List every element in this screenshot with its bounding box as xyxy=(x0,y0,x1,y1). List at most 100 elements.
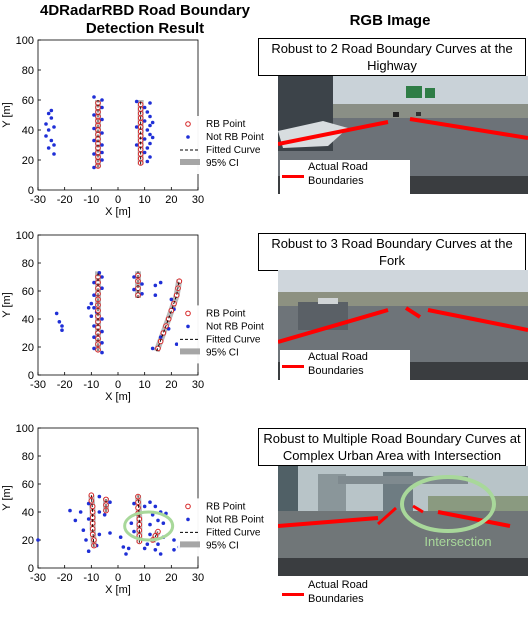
x-tick-label: -30 xyxy=(30,379,46,391)
rb-point xyxy=(160,330,167,336)
not-rb-point xyxy=(142,137,147,141)
not-rb-point xyxy=(142,546,147,551)
x-tick-label: -20 xyxy=(57,572,73,584)
not-rb-point xyxy=(148,532,152,537)
x-tick-label: -30 xyxy=(30,572,46,584)
not-rb-point xyxy=(78,510,83,514)
legend-ci-label: 95% CI xyxy=(206,540,239,551)
caption-intersection: Robust to Multiple Road Boundary Curves … xyxy=(258,428,526,466)
fitted-curve xyxy=(90,495,95,548)
plot-area xyxy=(37,234,199,376)
not-rb-point xyxy=(100,317,104,321)
not-rb-point xyxy=(84,538,88,542)
not-rb-point xyxy=(36,538,40,542)
not-rb-point xyxy=(54,311,59,316)
photo-legend-fork: Actual Road Boundaries xyxy=(280,350,410,386)
not-rb-point xyxy=(46,146,51,150)
not-rb-point xyxy=(150,513,155,517)
not-rb-point xyxy=(92,165,96,170)
y-tick-label: 0 xyxy=(28,185,34,197)
not-rb-point xyxy=(129,521,134,525)
not-rb-point xyxy=(145,128,150,132)
y-tick-label: 60 xyxy=(22,286,34,298)
not-rb-point xyxy=(100,105,104,110)
not-rb-point xyxy=(60,328,64,332)
not-rb-point xyxy=(60,324,64,328)
x-axis-label: X [m] xyxy=(105,584,131,596)
not-rb-point xyxy=(126,546,131,551)
not-rb-point xyxy=(140,282,144,286)
not-rb-point xyxy=(57,320,62,324)
rb-point xyxy=(176,278,183,285)
not-rb-point xyxy=(92,306,96,310)
legend-not-rb-marker xyxy=(186,324,190,329)
not-rb-point xyxy=(145,542,150,546)
not-rb-point xyxy=(169,297,174,302)
not-rb-point xyxy=(142,504,147,509)
x-tick-label: -20 xyxy=(57,194,73,206)
not-rb-point xyxy=(49,138,54,143)
left-column-title: 4DRadarRBD Road Boundary Detection Resul… xyxy=(39,2,251,37)
x-axis-label: X [m] xyxy=(105,206,131,218)
legend-ci-label: 95% CI xyxy=(206,347,239,358)
y-tick-label: 40 xyxy=(22,507,34,519)
boundary-swatch xyxy=(282,593,304,596)
not-rb-point xyxy=(121,545,126,549)
not-rb-point xyxy=(92,138,96,143)
x-tick-label: 0 xyxy=(115,194,121,206)
not-rb-point xyxy=(148,141,152,146)
not-rb-point xyxy=(100,275,104,279)
not-rb-point xyxy=(142,105,147,110)
x-tick-label: 10 xyxy=(139,194,151,206)
rb-point xyxy=(168,307,175,314)
legend-not-rb-marker xyxy=(186,135,190,139)
not-rb-point xyxy=(49,108,54,113)
legend-rb-label: RB Point xyxy=(206,501,246,512)
not-rb-point xyxy=(132,501,136,506)
y-tick-label: 80 xyxy=(22,451,34,463)
x-tick-label: 10 xyxy=(139,572,151,584)
not-rb-point xyxy=(92,95,96,99)
x-tick-label: 30 xyxy=(192,194,204,206)
rb-point xyxy=(165,316,172,322)
not-rb-point xyxy=(86,517,91,521)
plot-area xyxy=(37,39,199,191)
rb-point xyxy=(88,492,95,498)
chart-legend: RB Point Not RB Point Fitted Curve 95% CI xyxy=(178,305,264,364)
legend-curve-label: Fitted Curve xyxy=(206,527,261,538)
not-rb-point xyxy=(172,548,176,552)
y-tick-label: 100 xyxy=(16,35,34,47)
y-tick-label: 0 xyxy=(28,563,34,575)
rb-point xyxy=(135,505,141,511)
not-rb-point xyxy=(153,293,158,297)
y-tick-label: 100 xyxy=(16,230,34,242)
not-rb-point xyxy=(73,518,78,523)
legend-ci-label: 95% CI xyxy=(206,158,239,169)
not-rb-point xyxy=(44,134,48,138)
not-rb-point xyxy=(124,552,128,556)
x-tick-label: 0 xyxy=(115,572,121,584)
photo-legend-highway: Actual Road Boundaries xyxy=(280,160,410,196)
not-rb-point xyxy=(100,150,104,155)
not-rb-point xyxy=(52,143,56,147)
not-rb-point xyxy=(148,522,152,527)
not-rb-point xyxy=(134,125,139,129)
intersection-label: Intersection xyxy=(424,534,491,549)
legend-ci-marker xyxy=(180,159,200,165)
not-rb-point xyxy=(145,159,150,164)
not-rb-point xyxy=(68,508,72,513)
not-rb-point xyxy=(148,101,152,105)
caption-highway: Robust to 2 Road Boundary Curves at the … xyxy=(258,38,526,76)
not-rb-point xyxy=(153,283,158,288)
boundary-swatch xyxy=(282,365,304,368)
plot-area xyxy=(37,427,199,569)
y-tick-label: 60 xyxy=(22,95,34,107)
not-rb-point xyxy=(158,335,163,339)
not-rb-point xyxy=(174,342,179,346)
not-rb-point xyxy=(100,350,104,355)
not-rb-point xyxy=(100,98,104,102)
legend-not-rb-marker xyxy=(186,517,190,522)
x-tick-label: 20 xyxy=(165,379,177,391)
not-rb-point xyxy=(97,510,102,514)
y-axis-label: Y [m] xyxy=(1,292,13,317)
